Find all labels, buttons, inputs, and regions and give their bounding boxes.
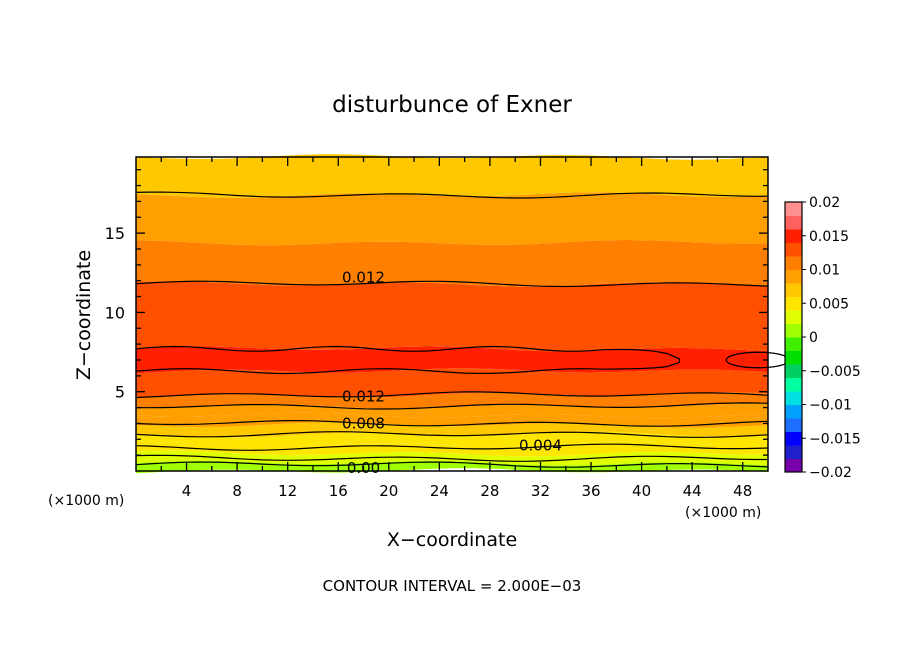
contour-band — [136, 431, 768, 447]
contour-line-max — [135, 345, 681, 375]
contour-band — [136, 403, 768, 419]
x-axis-ticks: 4 8 12 16 20 24 28 32 36 40 44 48 — [160, 157, 752, 500]
contour-interval-footer: CONTOUR INTERVAL = 2.000E−03 — [323, 577, 582, 595]
contour-band — [136, 368, 768, 398]
colorbar-label: −0.005 — [809, 364, 861, 380]
colorbar-swatch — [785, 229, 802, 243]
contour-band — [136, 281, 768, 352]
x-tick-label: 20 — [379, 482, 398, 500]
plot-frame — [135, 156, 769, 472]
contour-line — [135, 391, 769, 399]
colorbar-label: 0.005 — [809, 296, 849, 312]
colorbar-swatch — [785, 404, 802, 419]
y-axis-label: Z−coordinate — [73, 250, 95, 380]
colorbar-swatch — [785, 296, 802, 311]
x-tick-label: 24 — [430, 482, 449, 500]
contour-line — [135, 431, 769, 438]
colorbar-swatch — [785, 418, 802, 432]
x-tick-label: 16 — [329, 482, 348, 500]
contour-line — [135, 280, 769, 288]
contour-band — [136, 240, 768, 287]
colorbar-swatch — [785, 323, 802, 338]
y-axis-ticks: 5 10 15 — [105, 169, 768, 456]
colorbar: 0.02 0.015 0.01 0.005 0 −0.005 −0.01 −0.015 −0.0… — [784, 195, 861, 481]
y-tick-label: 10 — [105, 303, 125, 322]
colorbar-swatch — [785, 445, 802, 459]
contour-band — [136, 441, 768, 457]
x-tick-label: 36 — [581, 482, 600, 500]
colorbar-swatch — [785, 431, 802, 446]
colorbar-label: −0.02 — [809, 465, 852, 481]
colorbar-swatch — [785, 310, 802, 324]
contour-line — [135, 420, 769, 427]
contour-label: 0.008 — [342, 414, 385, 432]
colorbar-swatch — [785, 242, 802, 257]
contour-band — [136, 460, 768, 474]
colorbar-swatch — [785, 458, 802, 473]
colorbar-swatch — [785, 350, 802, 365]
colorbar-swatch — [785, 269, 802, 284]
x-tick-label: 4 — [182, 482, 192, 500]
filled-bands — [136, 154, 768, 474]
contour-label: 0.012 — [342, 269, 385, 287]
colorbar-swatch — [785, 215, 802, 230]
contour-lines — [135, 191, 791, 468]
y-tick-label: 5 — [115, 383, 125, 402]
contour-band — [136, 412, 768, 428]
contour-line — [135, 402, 769, 410]
x-tick-label: 32 — [531, 482, 550, 500]
x-tick-label: 12 — [278, 482, 297, 500]
colorbar-swatch — [785, 377, 802, 392]
contour-band — [136, 154, 768, 198]
x-unit-left: (×1000 m) — [48, 493, 124, 509]
contour-band — [136, 346, 768, 374]
colorbar-swatch — [785, 283, 802, 297]
contour-line — [135, 443, 769, 451]
colorbar-label: 0.02 — [809, 195, 840, 211]
colorbar-label: 0.01 — [809, 263, 840, 279]
contour-line — [135, 191, 769, 199]
colorbar-swatch — [785, 364, 802, 378]
colorbar-swatch — [785, 202, 802, 216]
colorbar-label: −0.01 — [809, 398, 852, 414]
chart-title: disturbunce of Exner — [332, 92, 572, 118]
contour-line — [135, 454, 768, 462]
colorbar-swatch — [785, 337, 802, 351]
colorbar-swatch — [785, 256, 802, 270]
contour-band — [136, 192, 768, 246]
contour-label: 0.012 — [342, 387, 385, 405]
x-tick-label: 8 — [232, 482, 242, 500]
colorbar-label: 0 — [809, 330, 818, 346]
contour-label: 0.004 — [519, 437, 562, 455]
colorbar-swatch — [785, 391, 802, 405]
x-tick-label: 28 — [480, 482, 499, 500]
colorbar-label: −0.015 — [809, 431, 861, 447]
contour-line — [135, 461, 769, 468]
x-unit-right: (×1000 m) — [685, 505, 761, 521]
x-tick-label: 48 — [733, 482, 752, 500]
contour-band — [136, 450, 768, 466]
y-tick-label: 15 — [105, 224, 125, 243]
x-tick-label: 44 — [683, 482, 702, 500]
colorbar-label: 0.015 — [809, 229, 849, 245]
x-axis-label: X−coordinate — [387, 529, 517, 551]
x-tick-label: 40 — [632, 482, 651, 500]
